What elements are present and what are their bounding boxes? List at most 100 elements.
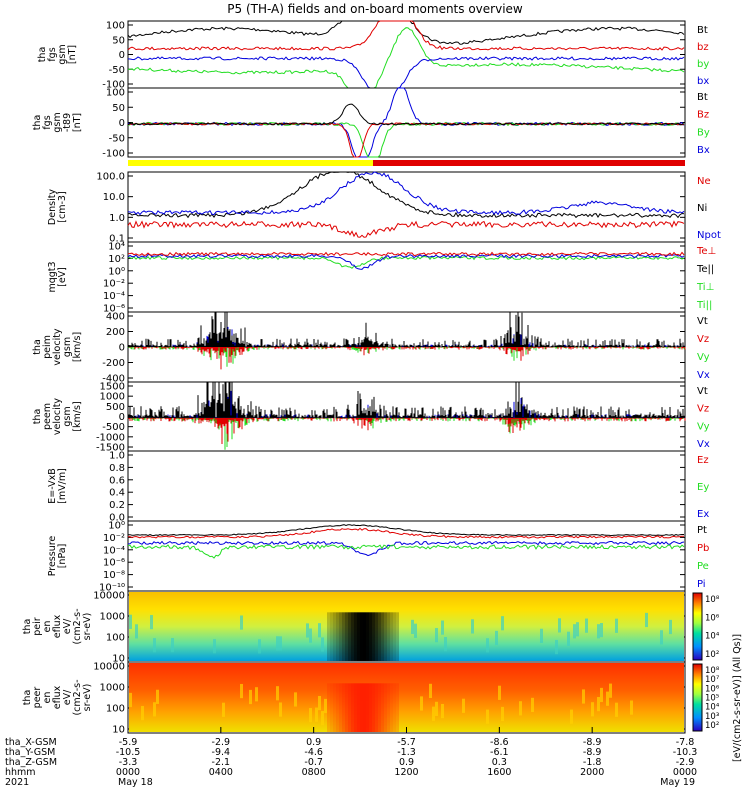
legend-ey: Ey bbox=[697, 482, 709, 493]
legend-bz: Bz bbox=[697, 110, 709, 121]
y-tick-label: 100 bbox=[106, 633, 125, 644]
x-row-label: hhmm bbox=[5, 767, 36, 778]
colorbar-label: [eV/(cm2-s-sr-eV)] (All Qs)] bbox=[732, 634, 743, 762]
x-tick-value: -7.8 bbox=[676, 737, 695, 748]
y-tick-label: 0.6 bbox=[109, 475, 125, 486]
y-axis-label: en bbox=[42, 621, 53, 633]
legend-ex: Ex bbox=[697, 509, 709, 520]
legend-bt: Bt bbox=[697, 92, 708, 103]
legend-ne: Ne bbox=[697, 176, 711, 187]
y-tick-label: 10⁻⁶ bbox=[103, 558, 125, 569]
colorbar-tick: 10⁸ bbox=[705, 666, 720, 676]
y-axis-label: (cm2-s- bbox=[72, 679, 83, 715]
y-axis-label: peir bbox=[32, 617, 43, 636]
colorbar-tick: 10³ bbox=[705, 712, 719, 722]
colorbar-tick: 10⁴ bbox=[705, 632, 720, 642]
y-tick-label: -400 bbox=[102, 374, 125, 385]
y-axis-label: eflux bbox=[52, 614, 63, 638]
panel-fgs: 100 50 0 -50 -100 tha fgs gsm [nT] Bt bz by bx bbox=[37, 20, 709, 91]
y-tick-label: 100 bbox=[106, 21, 125, 32]
y-tick-label: 0 bbox=[119, 118, 125, 129]
series-pi bbox=[127, 540, 685, 557]
series-ti bbox=[127, 255, 685, 269]
y-axis-label: [km/s] bbox=[72, 401, 83, 431]
y-axis-label: [eV] bbox=[57, 267, 68, 287]
x-tick-value: -6.1 bbox=[490, 747, 509, 758]
y-axis-label: sr-eV) bbox=[82, 613, 93, 641]
y-tick-label: -1500 bbox=[96, 443, 125, 454]
y-axis-label: [nT] bbox=[67, 45, 78, 64]
mode-bar-fast bbox=[373, 160, 685, 166]
legend-pe: Pe bbox=[697, 561, 709, 572]
x-tick-value: -10.5 bbox=[116, 747, 141, 758]
series-te-perp bbox=[127, 251, 685, 257]
y-tick-label: 50 bbox=[112, 35, 125, 46]
series-ne bbox=[127, 220, 685, 238]
y-tick-label: -50 bbox=[109, 133, 125, 144]
x-tick-value: -4.6 bbox=[304, 747, 323, 758]
y-axis-label: peer bbox=[32, 687, 43, 709]
legend-pt: Pt bbox=[697, 525, 707, 536]
y-tick-label: 50 bbox=[112, 103, 125, 114]
chart-title: P5 (TH-A) fields and on-board moments ov… bbox=[227, 2, 523, 16]
y-axis-label: eflux bbox=[52, 685, 63, 709]
x-row-label: 2021 bbox=[5, 777, 29, 788]
y-axis-label: Density bbox=[47, 189, 58, 225]
legend-te: Te|| bbox=[696, 264, 714, 275]
y-tick-label: 10⁻² bbox=[103, 533, 125, 544]
y-axis-label: tha bbox=[32, 409, 43, 425]
legend-vx: Vx bbox=[697, 370, 710, 381]
x-tick-value: May 18 bbox=[118, 777, 153, 788]
x-tick-value: -2.9 bbox=[676, 757, 695, 768]
x-tick-value: 1200 bbox=[394, 767, 418, 778]
x-row-label: tha_X-GSM bbox=[5, 737, 57, 748]
legend-vy: Vy bbox=[697, 421, 710, 432]
panel-efield: 1.00.80.6 0.40.2 0.0 E=-VxB [mV/m] Ez Ey Ex bbox=[47, 450, 709, 524]
y-tick-label: 0.1 bbox=[109, 234, 125, 245]
y-tick-label: 200 bbox=[106, 327, 125, 338]
x-row-label: tha_Z-GSM bbox=[5, 757, 57, 768]
y-tick-label: 10.0 bbox=[103, 192, 125, 203]
legend-vt: Vt bbox=[697, 386, 708, 397]
y-tick-label: 10⁻⁴ bbox=[103, 545, 125, 556]
y-axis-label: eV/ bbox=[62, 618, 73, 634]
legend-vy: Vy bbox=[697, 352, 710, 363]
y-tick-label: -100 bbox=[102, 80, 125, 91]
series-ni bbox=[127, 171, 685, 219]
series-v3 bbox=[127, 382, 686, 418]
y-tick-label: 0.0 bbox=[109, 513, 125, 524]
colorbar-tick: 10⁶ bbox=[705, 684, 720, 694]
legend-npot: Npot bbox=[697, 230, 721, 241]
y-tick-label: 1500 bbox=[100, 382, 125, 393]
legend-ni: Ni bbox=[697, 203, 707, 214]
colorbar-tick: 10⁶ bbox=[705, 613, 720, 623]
x-tick-value: -5.9 bbox=[119, 737, 138, 748]
x-tick-value: -0.7 bbox=[304, 757, 323, 768]
spectrogram-peir bbox=[129, 592, 684, 661]
legend-bx: bx bbox=[697, 76, 709, 87]
y-axis-label: [cm-3] bbox=[57, 191, 68, 222]
y-axis-label: [mV/m] bbox=[57, 468, 68, 504]
y-tick-label: 10 bbox=[112, 654, 125, 665]
y-axis-label: tha bbox=[37, 47, 48, 63]
y-axis-label: -t89 bbox=[62, 113, 73, 132]
y-axis-label: gsm bbox=[52, 112, 63, 132]
colorbar-tick: 10⁴ bbox=[705, 703, 720, 713]
panel-density: 100.0 10.0 1.0 0.1 Density [cm-3] Ne Ni Npot bbox=[47, 171, 721, 245]
x-tick-value: 0.9 bbox=[306, 737, 321, 748]
legend-ti: Ti⊥ bbox=[696, 282, 714, 293]
x-tick-value: May 19 bbox=[660, 777, 695, 788]
legend-vx: Vx bbox=[697, 439, 710, 450]
y-axis-label: en bbox=[42, 692, 53, 704]
y-tick-label: 10⁰ bbox=[108, 266, 125, 277]
y-tick-label: 400 bbox=[106, 312, 125, 323]
mode-bar-slow bbox=[128, 160, 373, 166]
y-axis-label: gsm bbox=[62, 406, 73, 426]
y-tick-label: 100.0 bbox=[96, 172, 125, 183]
series-npot bbox=[127, 171, 685, 216]
series-pe bbox=[127, 544, 685, 559]
y-axis-label: velocity bbox=[52, 328, 63, 366]
